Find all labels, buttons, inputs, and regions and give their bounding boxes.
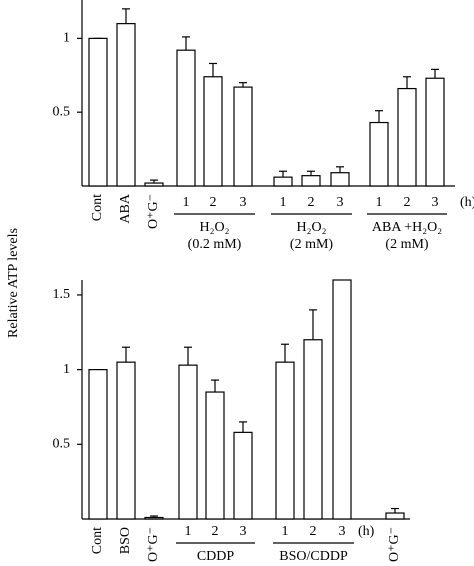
bar bbox=[116, 23, 136, 187]
y-tick-label: 0.5 bbox=[53, 104, 71, 119]
x-tick-label: 2 bbox=[210, 195, 217, 210]
group-label: ABA +H₂O₂ bbox=[372, 220, 442, 235]
bar bbox=[369, 121, 389, 187]
y-tick-label: 1 bbox=[63, 31, 70, 46]
bar bbox=[397, 87, 417, 187]
group-label: (0.2 mM) bbox=[188, 237, 242, 252]
group-label: H₂O₂ bbox=[297, 220, 327, 235]
bar bbox=[88, 369, 108, 520]
bar bbox=[301, 175, 321, 187]
x-tick-label: 3 bbox=[339, 524, 346, 539]
x-tick-label: 1 bbox=[183, 195, 190, 210]
group-label: BSO/CDDP bbox=[279, 549, 348, 564]
group-label: (2 mM) bbox=[290, 237, 334, 252]
bar bbox=[176, 49, 196, 187]
bar bbox=[233, 86, 253, 187]
y-axis-label: Relative ATP levels bbox=[6, 228, 21, 338]
x-tick-label: 1 bbox=[282, 524, 289, 539]
y-tick-label: 1 bbox=[63, 362, 70, 377]
bar bbox=[144, 182, 164, 187]
bar bbox=[330, 172, 350, 187]
x-tick-label: 2 bbox=[310, 524, 317, 539]
x-tick-label: 1 bbox=[185, 524, 192, 539]
x-tick-label: 1 bbox=[376, 195, 383, 210]
x-tick-label: O⁺G⁻ bbox=[146, 194, 161, 229]
x-tick-label: 2 bbox=[404, 195, 411, 210]
x-tick-label: O⁺G⁻ bbox=[387, 527, 402, 562]
x-tick-label: 2 bbox=[308, 195, 315, 210]
unit-label: (h) bbox=[358, 524, 375, 539]
x-tick-label: BSO bbox=[118, 527, 133, 554]
x-tick-label: 3 bbox=[240, 195, 247, 210]
x-tick-label: 2 bbox=[212, 524, 219, 539]
x-tick-label: Cont bbox=[90, 527, 105, 554]
bar bbox=[425, 77, 445, 187]
bar bbox=[203, 76, 223, 187]
bar bbox=[273, 176, 293, 187]
bar bbox=[116, 361, 136, 520]
bar bbox=[275, 361, 295, 520]
bar bbox=[178, 364, 198, 520]
x-tick-label: 3 bbox=[337, 195, 344, 210]
bar bbox=[303, 339, 323, 520]
bar bbox=[233, 431, 253, 520]
y-tick-label: 0.5 bbox=[53, 437, 71, 452]
bar bbox=[88, 37, 108, 187]
bar bbox=[144, 516, 164, 520]
y-tick-label: 1.5 bbox=[53, 287, 71, 302]
x-tick-label: 3 bbox=[240, 524, 247, 539]
bar bbox=[205, 391, 225, 520]
bar bbox=[385, 512, 405, 520]
x-tick-label: ABA bbox=[118, 193, 133, 223]
x-tick-label: O⁺G⁻ bbox=[146, 527, 161, 562]
group-label: (2 mM) bbox=[385, 237, 429, 252]
x-tick-label: 3 bbox=[432, 195, 439, 210]
x-tick-label: 1 bbox=[280, 195, 287, 210]
group-label: CDDP bbox=[197, 549, 235, 564]
unit-label: (h) bbox=[460, 195, 474, 210]
x-tick-label: Cont bbox=[90, 194, 105, 221]
group-label: H₂O₂ bbox=[200, 220, 230, 235]
bar bbox=[332, 279, 352, 520]
